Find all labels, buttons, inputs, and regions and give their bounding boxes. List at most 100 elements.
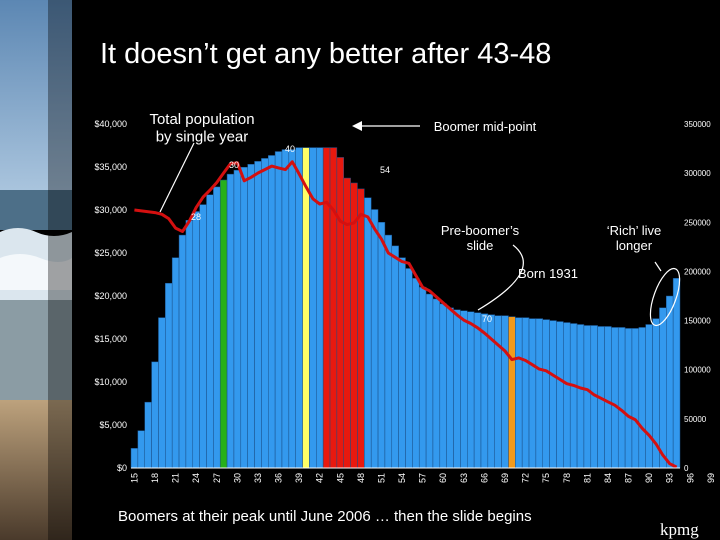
x-tick-label: 87 [624, 473, 634, 483]
bar-age-31 [240, 166, 248, 469]
bar-age-73 [528, 318, 537, 469]
bar-age-18 [151, 361, 159, 469]
bar-age-27 [213, 186, 221, 469]
y-right-tick-label: 100000 [684, 366, 711, 375]
bar-age-72 [521, 317, 530, 469]
x-tick-label: 96 [685, 473, 695, 483]
bar-age-40 [302, 147, 310, 469]
bar-age-21 [171, 257, 180, 469]
annotation-pointer [159, 142, 195, 213]
x-tick-label: 69 [500, 473, 510, 483]
bar-age-76 [549, 320, 557, 469]
y-right-tick-label: 0 [684, 464, 689, 473]
x-tick-label: 30 [232, 473, 242, 483]
bar-age-74 [535, 318, 544, 469]
annotation-circle [649, 267, 681, 327]
bar-age-15 [130, 448, 139, 469]
bar-age-61 [446, 307, 454, 469]
x-tick-label: 78 [562, 473, 572, 483]
y-left-tick-label: $0 [117, 463, 127, 473]
bar-age-68 [494, 315, 502, 469]
bar-age-29 [226, 173, 235, 469]
bar-age-54 [398, 257, 406, 469]
annotation-age-54: 54 [380, 165, 390, 175]
bar-age-80 [576, 324, 585, 469]
bar-age-71 [515, 317, 523, 469]
bar-age-59 [432, 298, 441, 469]
x-tick-label: 60 [438, 473, 448, 483]
bar-age-28 [219, 179, 228, 469]
wealth-line [134, 160, 678, 469]
x-tick-label: 48 [356, 473, 366, 483]
bar-age-75 [542, 319, 550, 469]
x-tick-label: 57 [418, 473, 428, 483]
bar-age-93 [666, 295, 674, 469]
bar-age-86 [617, 327, 626, 469]
bar-age-94 [672, 278, 681, 469]
x-tick-label: 63 [459, 473, 469, 483]
x-tick-label: 72 [521, 473, 531, 483]
bar-age-20 [165, 282, 173, 469]
y-right-tick-label: 150000 [684, 317, 711, 326]
axes: $0 $5,000 $10,000 $15,000 $20,000 $25,000 $30,… [94, 119, 715, 483]
bar-age-90 [645, 324, 653, 469]
bar-age-79 [569, 323, 578, 469]
line-series [134, 160, 678, 469]
bar-age-47 [350, 182, 358, 469]
bar-age-44 [329, 147, 338, 469]
x-tick-label: 54 [397, 473, 407, 483]
bar-age-56 [412, 278, 420, 469]
bar-age-19 [158, 317, 166, 469]
y-left-tick-label: $35,000 [94, 162, 127, 172]
bar-series [130, 147, 681, 469]
bar-age-89 [638, 327, 646, 469]
bar-age-48 [357, 188, 365, 469]
bar-age-32 [247, 164, 255, 469]
bar-age-64 [467, 311, 475, 469]
bar-age-77 [556, 321, 564, 469]
bar-age-30 [233, 169, 242, 469]
x-tick-label: 24 [191, 473, 201, 483]
bar-age-65 [473, 312, 482, 469]
x-tick-label: 84 [603, 473, 613, 483]
x-tick-label: 15 [129, 473, 139, 483]
bar-age-37 [281, 149, 290, 469]
bar-age-88 [631, 328, 640, 469]
annotation-rich: ‘Rich’ live longer [607, 223, 661, 253]
x-tick-label: 51 [376, 473, 386, 483]
bar-age-70 [508, 316, 516, 469]
bar-age-43 [322, 147, 331, 469]
bar-age-49 [364, 197, 372, 469]
bar-age-81 [583, 325, 592, 469]
annotation-pointer [654, 261, 662, 272]
bar-age-36 [274, 151, 283, 469]
footer-caption: Boomers at their peak until June 2006 … … [118, 508, 532, 525]
bar-age-16 [137, 430, 145, 469]
x-tick-label: 66 [479, 473, 489, 483]
y-left-tick-label: $20,000 [94, 291, 127, 301]
bar-age-24 [192, 211, 200, 469]
bar-age-60 [439, 303, 447, 469]
y-left-tick-label: $25,000 [94, 248, 127, 258]
bar-age-78 [563, 322, 571, 469]
bar-age-42 [316, 147, 324, 469]
x-tick-label: 42 [315, 473, 325, 483]
annotation-age-28: 28 [191, 212, 201, 222]
annotations: Total population by single year Boomer mid… [149, 111, 681, 327]
y-right-tick-label: 300000 [684, 169, 711, 178]
bar-age-45 [336, 157, 344, 469]
bar-age-34 [261, 158, 269, 469]
bar-age-57 [418, 286, 427, 469]
x-tick-label: 99 [706, 473, 716, 483]
bar-age-92 [659, 307, 667, 469]
annotation-age-70: 70 [482, 314, 492, 324]
annotation-age-30: 30 [229, 160, 239, 170]
annotation-boomer-midpoint: Boomer mid-point [434, 119, 537, 134]
x-tick-label: 21 [171, 473, 181, 483]
y-left-tick-label: $5,000 [99, 420, 127, 430]
slide-title: It doesn’t get any better after 43-48 [100, 38, 552, 70]
annotation-age-40: 40 [285, 144, 295, 154]
x-tick-label: 27 [212, 473, 222, 483]
y-left-tick-label: $15,000 [94, 334, 127, 344]
